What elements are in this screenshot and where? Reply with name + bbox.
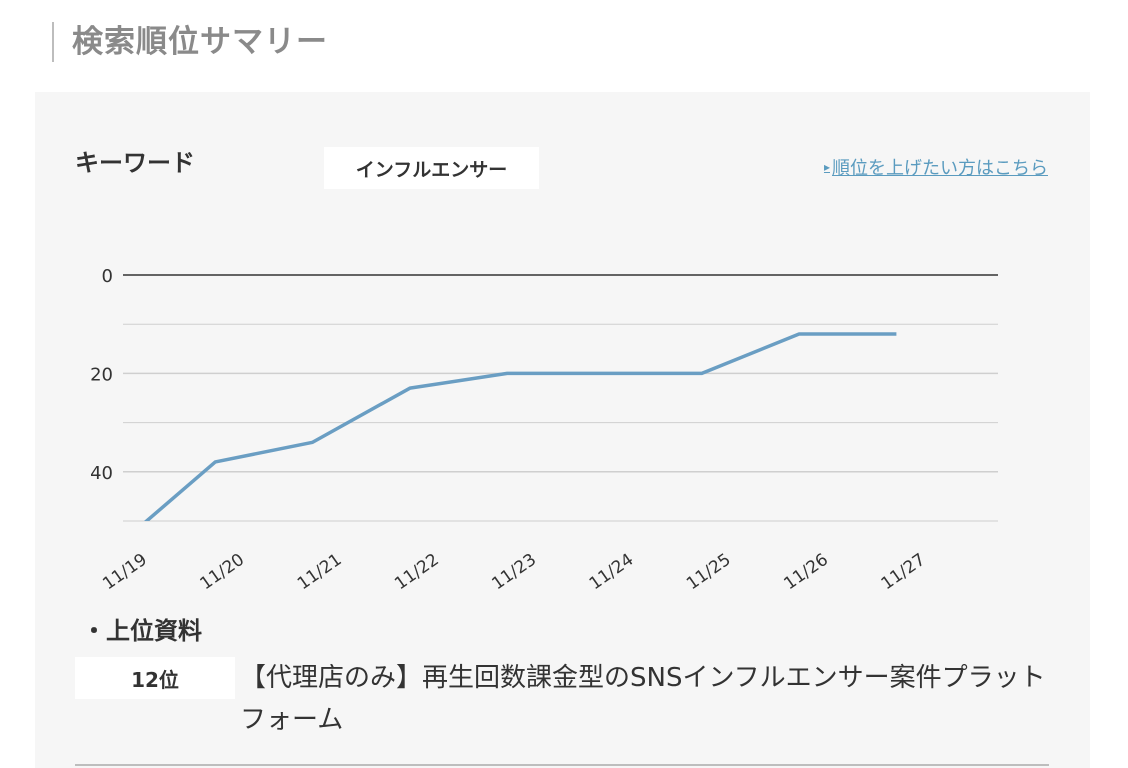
doc-rank-badge: 12位 (75, 657, 235, 699)
divider (75, 764, 1049, 766)
keyword-label: キーワード (75, 149, 195, 177)
x-tick-label: 11/21 (294, 550, 346, 594)
x-tick-label: 11/24 (586, 550, 638, 594)
y-tick-label: 0 (102, 266, 113, 287)
improve-rank-link[interactable]: ▸ 順位を上げたい方はこちら (824, 154, 1048, 180)
x-tick-label: 11/26 (780, 550, 832, 594)
improve-rank-link-label: 順位を上げたい方はこちら (832, 158, 1048, 179)
x-tick-label: 11/20 (197, 550, 249, 594)
x-tick-label: 11/27 (878, 550, 930, 594)
doc-title-link[interactable]: 【代理店のみ】再生回数課金型のSNSインフルエンサー案件プラットフォーム (240, 663, 1046, 735)
page-title: 検索順位サマリー (52, 22, 328, 62)
rank-chart: 0 20 40 11/19 11/20 11/21 11/22 11/23 11/24 11/25… (90, 266, 998, 594)
x-tick-label: 11/19 (99, 550, 151, 594)
y-tick-label: 40 (90, 463, 113, 484)
y-tick-label: 20 (90, 364, 113, 385)
keyword-value: インフルエンサー (324, 147, 539, 189)
summary-panel: キーワード インフルエンサー ▸ 順位を上げたい方はこちら 0 20 40 11/19… (35, 92, 1090, 768)
x-tick-label: 11/23 (488, 550, 540, 594)
x-tick-label: 11/22 (391, 550, 443, 594)
top-docs-heading: ・上位資料 (82, 617, 202, 645)
x-tick-label: 11/25 (683, 550, 735, 594)
triangle-right-icon: ▸ (823, 160, 830, 174)
rank-series-line (143, 332, 897, 521)
